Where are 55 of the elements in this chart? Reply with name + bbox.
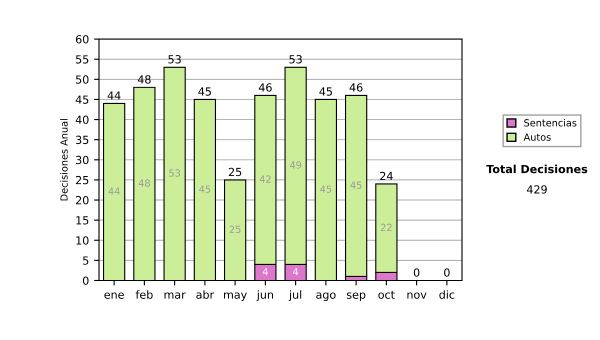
x-tick-label: jul [288,290,302,301]
x-tick-label: nov [407,292,426,299]
y-tick-label: 5 [83,256,88,265]
data-label: 45 [320,186,332,193]
total-label: 45 [198,87,211,96]
total-label: 44 [108,91,121,100]
y-axis-title: Decisiones Anual [60,119,68,200]
y-tick-label: 45 [76,96,88,104]
total-label: 24 [380,172,393,180]
y-tick-label: 55 [76,55,88,64]
x-tick-label: mar [164,292,186,299]
total-label: 0 [414,268,420,277]
y-tick-label: 35 [76,136,88,144]
y-tick-label: 10 [76,236,89,245]
y-tick-label: 20 [76,196,89,204]
data-label: 25 [230,226,240,234]
data-label: 48 [138,179,150,187]
data-label: 4 [262,268,268,276]
y-tick-label: 15 [76,216,88,225]
text: Total Decisiones [486,164,588,174]
total-label: 53 [168,55,181,64]
total-label: 25 [228,168,242,176]
y-tick-label: 30 [76,156,89,164]
y-tick-label: 40 [76,116,89,124]
legend-label: Sentencias [524,118,576,127]
total-label: 48 [138,75,151,84]
y-tick-label: 60 [76,35,89,44]
data-label: 4 [293,268,298,276]
legend-label: Autos [524,134,551,141]
data-label: 53 [169,169,180,177]
x-tick-label: feb [136,290,153,299]
total-label: 0 [444,268,450,277]
x-tick-label: ago [316,292,336,301]
data-label: 49 [290,161,302,169]
data-label: 45 [199,186,210,193]
data-label: 22 [380,224,392,231]
x-tick-label: may [224,292,247,301]
total-label: 53 [289,55,302,64]
x-tick-label: jun [256,290,274,301]
y-tick-label: 0 [82,276,89,285]
y-tick-label: 50 [76,75,89,84]
data-label: 44 [108,188,120,195]
x-tick-label: dic [439,290,454,299]
total-label: 46 [258,83,272,92]
x-tick-label: abr [196,290,214,299]
total-label: 46 [350,83,362,92]
y-tick-label: 25 [76,176,88,184]
text: 429 [526,185,547,194]
bar [344,94,368,278]
x-tick-label: oct [378,290,395,299]
x-tick-label: ene [104,292,124,299]
data-label: 45 [350,182,362,189]
data-label: 42 [260,175,271,183]
x-tick-label: sep [346,292,366,301]
total-label: 45 [319,87,332,96]
